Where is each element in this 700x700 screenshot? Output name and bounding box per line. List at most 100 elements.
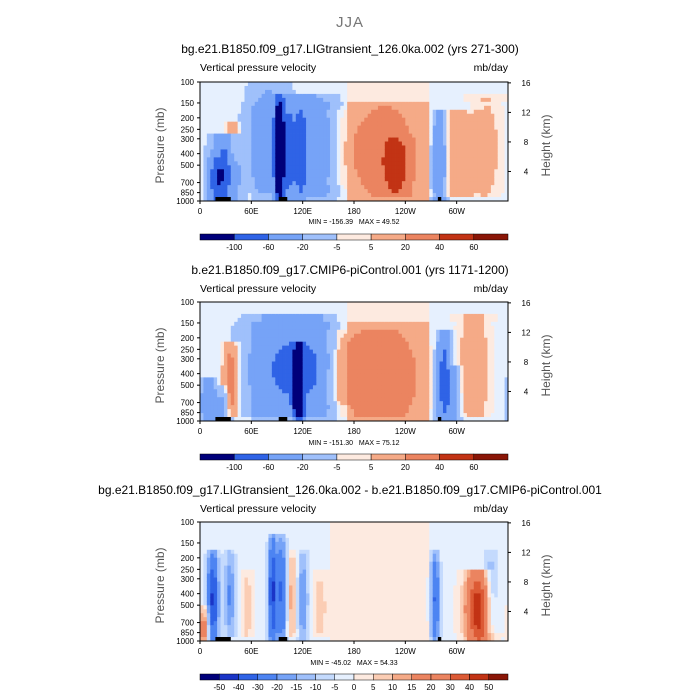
heatmap-cell: [350, 177, 355, 182]
heatmap-cell: [203, 361, 208, 366]
heatmap-cell: [299, 341, 304, 347]
heatmap-cell: [436, 405, 440, 410]
heatmap-cell: [306, 101, 310, 107]
heatmap-cell: [412, 85, 416, 91]
heatmap-cell: [484, 185, 488, 190]
heatmap-cell: [367, 321, 372, 327]
heatmap-cell: [388, 129, 393, 134]
heatmap-cell: [200, 373, 204, 378]
heatmap-cell: [463, 89, 468, 95]
heatmap-cell: [230, 357, 235, 362]
heatmap-cell: [391, 353, 396, 358]
heatmap-cell: [497, 165, 502, 170]
heatmap-cell: [419, 181, 423, 186]
heatmap-cell: [466, 197, 471, 202]
heatmap-cell: [405, 181, 410, 186]
heatmap-cell: [330, 313, 334, 319]
heatmap-cell: [367, 405, 372, 410]
heatmap-cell: [374, 337, 379, 343]
heatmap-cell: [323, 185, 328, 190]
heatmap-cell: [449, 197, 454, 202]
heatmap-cell: [432, 357, 437, 362]
heatmap-cell: [357, 413, 362, 418]
heatmap-cell: [241, 85, 245, 91]
heatmap-cell: [384, 333, 389, 339]
heatmap-cell: [213, 129, 218, 134]
heatmap-cell: [432, 97, 437, 103]
heatmap-cell: [477, 105, 482, 111]
heatmap-cell: [227, 329, 232, 335]
heatmap-cell: [200, 121, 204, 127]
heatmap-cell: [446, 153, 451, 158]
heatmap-cell: [422, 405, 427, 410]
heatmap-cell: [419, 413, 423, 418]
heatmap-cell: [381, 169, 386, 174]
heatmap-cell: [343, 113, 348, 119]
heatmap-cell: [381, 153, 386, 158]
heatmap-cell: [432, 82, 437, 87]
heatmap-cell: [230, 353, 235, 358]
heatmap-cell: [484, 173, 488, 178]
heatmap-cell: [251, 169, 256, 174]
heatmap-cell: [299, 145, 304, 150]
heatmap-cell: [432, 101, 437, 107]
heatmap-cell: [436, 309, 440, 315]
heatmap-cell: [206, 337, 211, 343]
heatmap-cell: [230, 121, 235, 127]
heatmap-cell: [374, 93, 379, 99]
heatmap-cell: [319, 89, 324, 95]
heatmap-cell: [244, 193, 249, 198]
heatmap-cell: [234, 137, 239, 142]
heatmap-cell: [285, 153, 290, 158]
heatmap-cell: [371, 417, 375, 422]
heatmap-cell: [323, 302, 328, 307]
heatmap-cell: [419, 109, 423, 115]
heatmap-cell: [415, 317, 420, 323]
heatmap-cell: [432, 165, 437, 170]
heatmap-cell: [374, 149, 379, 154]
heatmap-cell: [254, 389, 259, 394]
heatmap-cell: [484, 165, 488, 170]
heatmap-cell: [504, 165, 509, 170]
heatmap-cell: [234, 193, 239, 198]
heatmap-cell: [367, 385, 372, 390]
heatmap-cell: [319, 193, 324, 198]
heatmap-cell: [261, 413, 266, 418]
heatmap-cell: [299, 193, 304, 198]
heatmap-cell: [316, 93, 321, 99]
heatmap-cell: [391, 137, 396, 142]
heatmap-cell: [381, 177, 386, 182]
heatmap-cell: [466, 169, 471, 174]
heatmap-cell: [210, 165, 215, 170]
heatmap-cell: [220, 397, 225, 402]
heatmap-cell: [357, 89, 362, 95]
heatmap-cell: [206, 113, 211, 119]
heatmap-cell: [237, 169, 242, 174]
heatmap-cell: [227, 385, 232, 390]
heatmap-cell: [265, 409, 269, 414]
heatmap-cell: [282, 105, 286, 111]
heatmap-cell: [432, 349, 437, 354]
heatmap-cell: [381, 125, 386, 130]
heatmap-cell: [374, 377, 379, 382]
heatmap-cell: [268, 93, 273, 99]
heatmap-cell: [302, 177, 307, 182]
heatmap-cell: [415, 377, 420, 382]
heatmap-cell: [295, 309, 300, 315]
heatmap-cell: [395, 117, 399, 123]
heatmap-cell: [460, 169, 464, 174]
heatmap-cell: [200, 353, 204, 358]
heatmap-cell: [265, 193, 269, 198]
heatmap-cell: [497, 133, 502, 138]
heatmap-cell: [288, 401, 293, 406]
heatmap-cell: [360, 305, 365, 311]
heatmap-cell: [419, 193, 423, 198]
heatmap-cell: [295, 353, 300, 358]
heatmap-cell: [220, 393, 225, 398]
heatmap-cell: [299, 133, 304, 138]
heatmap-cell: [217, 117, 221, 123]
heatmap-cell: [408, 385, 413, 390]
heatmap-cell: [449, 361, 454, 366]
heatmap-cell: [384, 321, 389, 327]
heatmap-cell: [422, 377, 427, 382]
